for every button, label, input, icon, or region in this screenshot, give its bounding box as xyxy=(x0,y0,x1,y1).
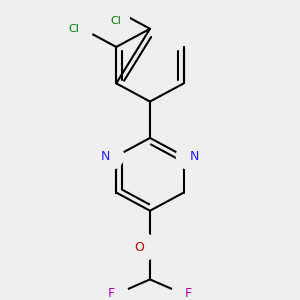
Circle shape xyxy=(176,143,203,169)
Text: N: N xyxy=(190,150,199,163)
Circle shape xyxy=(66,16,93,42)
Text: F: F xyxy=(185,287,192,300)
Text: Cl: Cl xyxy=(111,16,122,26)
Circle shape xyxy=(172,280,198,300)
Circle shape xyxy=(131,234,157,260)
Text: Cl: Cl xyxy=(69,24,80,34)
Text: F: F xyxy=(108,287,115,300)
Text: O: O xyxy=(134,241,144,254)
Text: N: N xyxy=(101,150,110,163)
Circle shape xyxy=(103,3,130,30)
Circle shape xyxy=(97,143,124,169)
Circle shape xyxy=(102,280,128,300)
